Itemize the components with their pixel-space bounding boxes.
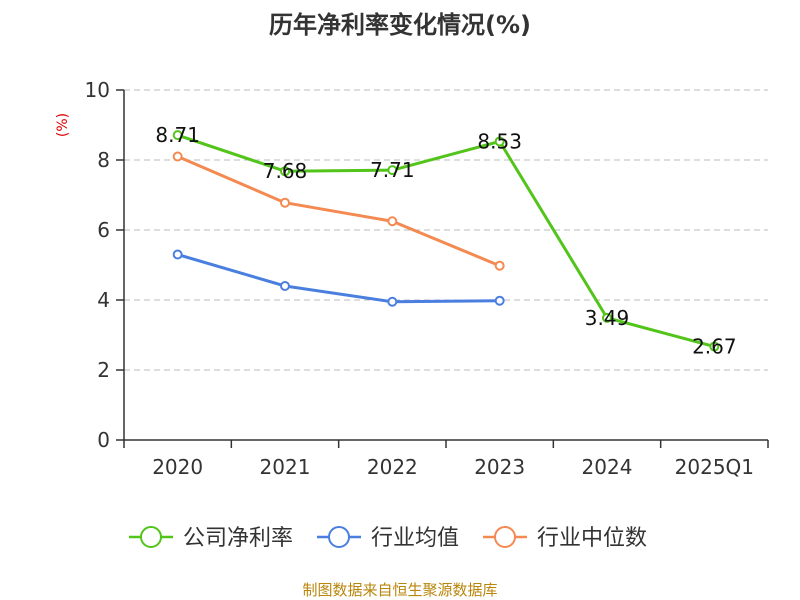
data-label: 3.49 xyxy=(585,306,630,330)
data-point[interactable] xyxy=(494,136,505,147)
y-tick-label: 10 xyxy=(85,78,110,102)
data-point[interactable] xyxy=(709,341,720,352)
y-tick-label: 4 xyxy=(97,288,110,312)
data-label: 8.71 xyxy=(155,123,200,147)
legend-item-0[interactable]: 公司净利率 xyxy=(129,526,293,551)
data-label: 2.67 xyxy=(692,335,737,359)
data-point[interactable] xyxy=(387,216,398,227)
data-point[interactable] xyxy=(280,166,290,177)
data-point[interactable] xyxy=(494,295,505,306)
legend-item-2[interactable]: 行业中位数 xyxy=(483,526,647,551)
y-tick-label: 6 xyxy=(97,218,110,242)
y-tick-label: 8 xyxy=(97,148,110,172)
data-label: 8.53 xyxy=(477,129,522,153)
y-tick-label: 0 xyxy=(97,428,110,452)
source-note: 制图数据来自恒生聚源数据库 xyxy=(302,581,497,599)
legend-circle-icon xyxy=(494,526,516,548)
x-tick-label: 2023 xyxy=(474,455,525,479)
legend-circle-icon xyxy=(328,526,350,548)
data-point[interactable] xyxy=(387,296,398,307)
data-label: 7.71 xyxy=(370,158,415,182)
data-label: 7.68 xyxy=(263,159,308,183)
x-tick-label: 2024 xyxy=(582,455,633,479)
series-layer xyxy=(172,130,720,352)
series-line-2 xyxy=(177,155,501,268)
legend-item-1[interactable]: 行业均值 xyxy=(317,526,459,551)
data-point[interactable] xyxy=(494,260,505,271)
legend-label: 行业中位数 xyxy=(537,526,647,551)
data-point[interactable] xyxy=(172,249,183,260)
legend-circle-icon xyxy=(140,526,162,548)
data-point[interactable] xyxy=(172,151,183,162)
chart-title: 历年净利率变化情况(%) xyxy=(269,11,531,39)
x-tick-label: 2021 xyxy=(260,455,311,479)
data-point[interactable] xyxy=(387,165,398,176)
data-point[interactable] xyxy=(602,312,612,323)
label-layer: 8.71 7.68 7.71 8.53 3.49 2.67 xyxy=(155,123,736,358)
series-line-1 xyxy=(177,253,500,304)
legend[interactable]: 公司净利率 行业均值 行业中位数 xyxy=(129,526,647,551)
legend-label: 行业均值 xyxy=(371,526,459,551)
y-tick-label: 2 xyxy=(97,358,110,382)
legend-label: 公司净利率 xyxy=(183,526,293,551)
series-line-0 xyxy=(177,133,715,348)
x-tick-label: 2022 xyxy=(367,455,418,479)
data-point[interactable] xyxy=(280,281,290,291)
axis-layer: 0 2 4 6 8 10 2020 2021 2022 2023 2024 2025Q1 xyxy=(85,78,769,479)
y-axis-label: (%) xyxy=(55,113,71,137)
x-tick-label: 2025Q1 xyxy=(675,455,754,479)
data-point[interactable] xyxy=(172,130,183,141)
grid-layer xyxy=(124,89,768,371)
data-point[interactable] xyxy=(280,197,290,208)
x-tick-label: 2020 xyxy=(152,455,203,479)
